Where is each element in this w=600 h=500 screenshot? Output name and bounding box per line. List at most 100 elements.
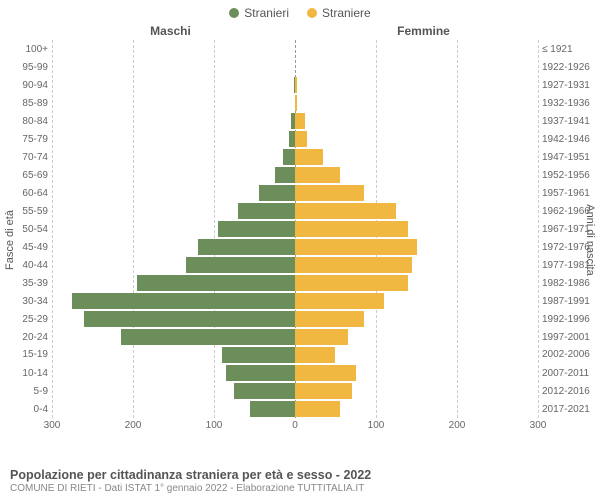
age-row: 70-741947-1951 [52, 148, 538, 166]
chart-legend: Stranieri Straniere [0, 0, 600, 20]
bar-male [121, 329, 295, 345]
age-row: 100+≤ 1921 [52, 40, 538, 58]
age-label: 35-39 [22, 278, 52, 289]
age-label: 90-94 [22, 80, 52, 91]
bar-male [238, 203, 295, 219]
plot-area: 100+≤ 192195-991922-192690-941927-193185… [52, 40, 538, 418]
age-label: 60-64 [22, 188, 52, 199]
birth-year-label: 1972-1976 [538, 242, 590, 253]
x-tick-label: 0 [292, 420, 298, 431]
age-label: 0-4 [34, 404, 52, 415]
x-tick-label: 200 [449, 420, 466, 431]
birth-year-label: 1947-1951 [538, 152, 590, 163]
age-label: 40-44 [22, 260, 52, 271]
bar-male [234, 383, 295, 399]
bar-male [137, 275, 295, 291]
birth-year-label: 1982-1986 [538, 278, 590, 289]
birth-year-label: 1987-1991 [538, 296, 590, 307]
header-female: Femmine [297, 24, 600, 38]
age-row: 45-491972-1976 [52, 238, 538, 256]
legend-label-female: Straniere [322, 6, 371, 20]
birth-year-label: 1992-1996 [538, 314, 590, 325]
bar-male [222, 347, 295, 363]
age-row: 75-791942-1946 [52, 130, 538, 148]
bar-female [295, 257, 412, 273]
footer-subtitle: COMUNE DI RIETI - Dati ISTAT 1° gennaio … [10, 483, 371, 494]
age-row: 40-441977-1981 [52, 256, 538, 274]
bar-male [275, 167, 295, 183]
birth-year-label: 1977-1981 [538, 260, 590, 271]
birth-year-label: 1937-1941 [538, 116, 590, 127]
age-label: 75-79 [22, 134, 52, 145]
bar-female [295, 275, 408, 291]
bar-female [295, 293, 384, 309]
birth-year-label: 1957-1961 [538, 188, 590, 199]
birth-year-label: 2012-2016 [538, 386, 590, 397]
birth-year-label: 2007-2011 [538, 368, 589, 379]
birth-year-label: ≤ 1921 [538, 44, 573, 55]
legend-swatch-male [229, 8, 239, 18]
birth-year-label: 2017-2021 [538, 404, 590, 415]
bar-female [295, 149, 323, 165]
bar-male [250, 401, 295, 417]
bar-female [295, 95, 297, 111]
bar-female [295, 167, 340, 183]
age-row: 5-92012-2016 [52, 382, 538, 400]
age-label: 5-9 [34, 386, 52, 397]
age-label: 95-99 [22, 62, 52, 73]
birth-year-label: 1967-1971 [538, 224, 590, 235]
bars-container: 100+≤ 192195-991922-192690-941927-193185… [52, 40, 538, 418]
age-row: 90-941927-1931 [52, 76, 538, 94]
age-label: 85-89 [22, 98, 52, 109]
age-label: 45-49 [22, 242, 52, 253]
bar-male [186, 257, 295, 273]
bar-female [295, 383, 352, 399]
footer-title: Popolazione per cittadinanza straniera p… [10, 468, 371, 482]
age-row: 0-42017-2021 [52, 400, 538, 418]
legend-item-female: Straniere [307, 6, 371, 20]
bar-female [295, 131, 307, 147]
age-row: 30-341987-1991 [52, 292, 538, 310]
bar-male [72, 293, 295, 309]
birth-year-label: 1942-1946 [538, 134, 590, 145]
bar-female [295, 329, 348, 345]
bar-female [295, 365, 356, 381]
bar-male [198, 239, 295, 255]
x-tick-label: 100 [368, 420, 385, 431]
birth-year-label: 1962-1966 [538, 206, 590, 217]
bar-male [218, 221, 295, 237]
age-row: 85-891932-1936 [52, 94, 538, 112]
bar-female [295, 77, 297, 93]
population-pyramid-chart: Fasce di età Anni di nascita 100+≤ 19219… [8, 40, 592, 440]
bar-female [295, 239, 417, 255]
birth-year-label: 1922-1926 [538, 62, 590, 73]
age-label: 55-59 [22, 206, 52, 217]
age-label: 65-69 [22, 170, 52, 181]
bar-female [295, 185, 364, 201]
bar-male [84, 311, 295, 327]
age-row: 80-841937-1941 [52, 112, 538, 130]
bar-male [283, 149, 295, 165]
legend-swatch-female [307, 8, 317, 18]
age-label: 100+ [25, 44, 52, 55]
column-headers: Maschi Femmine [0, 24, 600, 38]
age-label: 80-84 [22, 116, 52, 127]
x-axis: 3002001000100200300 [52, 418, 538, 440]
bar-female [295, 347, 335, 363]
birth-year-label: 1997-2001 [538, 332, 590, 343]
bar-female [295, 311, 364, 327]
bar-female [295, 113, 305, 129]
age-label: 30-34 [22, 296, 52, 307]
x-tick-label: 100 [206, 420, 223, 431]
birth-year-label: 1927-1931 [538, 80, 590, 91]
age-row: 95-991922-1926 [52, 58, 538, 76]
birth-year-label: 1932-1936 [538, 98, 590, 109]
age-row: 20-241997-2001 [52, 328, 538, 346]
age-label: 70-74 [22, 152, 52, 163]
x-tick-label: 300 [530, 420, 547, 431]
birth-year-label: 1952-1956 [538, 170, 590, 181]
bar-male [259, 185, 295, 201]
bar-female [295, 401, 340, 417]
age-row: 35-391982-1986 [52, 274, 538, 292]
age-label: 50-54 [22, 224, 52, 235]
